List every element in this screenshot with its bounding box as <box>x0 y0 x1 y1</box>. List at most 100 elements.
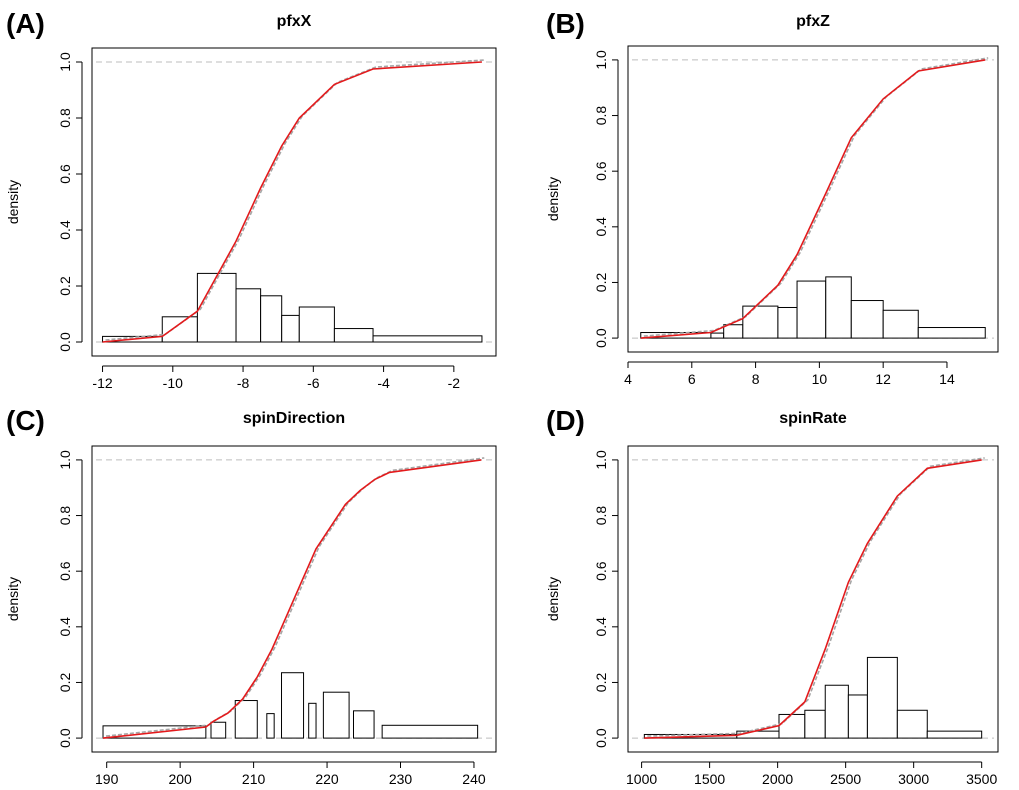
x-tick-label: 1000 <box>626 771 657 787</box>
histogram-bar <box>825 276 852 339</box>
histogram-bar <box>882 309 919 339</box>
x-tick-label: -8 <box>237 375 250 391</box>
y-tick-label: 0.2 <box>57 673 73 693</box>
y-tick-label: 0.0 <box>593 328 609 348</box>
y-tick-label: 0.4 <box>57 220 73 240</box>
panel-b: (B) pfxZ density 4 6 8 10 12 14 0.0 0.2 0.4 0.6 0.… <box>545 8 999 387</box>
histogram-bar <box>850 300 884 339</box>
x-tick-label: -4 <box>377 375 390 391</box>
histogram-bar <box>322 691 350 739</box>
y-axis-label: density <box>545 577 561 621</box>
x-tick-label: -12 <box>92 375 112 391</box>
simulated-cdf-line <box>105 59 485 341</box>
panel-a: (A) pfxX density -12 -10 -8 -6 -4 -2 0.0 0.2 0.4… <box>5 8 497 391</box>
histogram-bar <box>742 305 779 339</box>
x-tick-label: 2000 <box>762 771 793 787</box>
panel-letter: (C) <box>6 405 45 436</box>
plot-frame <box>91 445 497 753</box>
y-tick-label: 0.4 <box>593 617 609 637</box>
panel-letter: (B) <box>546 8 585 39</box>
chart-title: spinRate <box>779 410 847 427</box>
histogram-bar <box>196 272 237 343</box>
histogram-bar <box>381 724 479 739</box>
histogram-bar <box>210 721 227 739</box>
histogram-bar <box>896 709 928 739</box>
y-tick-label: 1.0 <box>593 50 609 70</box>
chart-title: spinDirection <box>243 410 345 427</box>
y-tick-label: 0.8 <box>57 108 73 128</box>
panel-letter: (D) <box>546 405 585 436</box>
histogram-bar <box>847 694 868 739</box>
y-tick-label: 1.0 <box>593 450 609 470</box>
simulated-cdf-line <box>647 457 985 737</box>
panel-letter: (A) <box>6 8 45 39</box>
y-tick-label: 0.4 <box>57 617 73 637</box>
x-tick-label: 1500 <box>694 771 725 787</box>
histogram-bar <box>266 713 275 739</box>
y-tick-label: 0.0 <box>57 728 73 748</box>
x-tick-label: 8 <box>752 371 760 387</box>
x-tick-label: 12 <box>875 371 891 387</box>
x-tick-label: 3500 <box>966 771 997 787</box>
histogram-bar <box>161 316 198 343</box>
y-tick-label: 0.8 <box>593 106 609 126</box>
x-tick-label: 10 <box>812 371 828 387</box>
x-tick-label: 4 <box>624 371 632 387</box>
y-axis-label: density <box>545 177 561 221</box>
plot-frame <box>91 47 497 357</box>
histogram-bar <box>308 702 317 739</box>
histogram-bar <box>352 710 375 739</box>
panel-d: (D) spinRate density 1000 1500 2000 2500 300… <box>545 405 999 787</box>
x-tick-label: 210 <box>242 771 266 787</box>
y-tick-label: 0.2 <box>57 276 73 296</box>
y-tick-label: 0.6 <box>57 561 73 581</box>
histogram-bar <box>372 335 483 343</box>
x-tick-label: 14 <box>939 371 955 387</box>
histogram-bar <box>710 332 725 339</box>
histogram-bar <box>298 306 335 343</box>
histogram-bar <box>281 314 300 343</box>
histogram-bar <box>917 327 986 339</box>
x-tick-label: 230 <box>389 771 413 787</box>
histogram-bar <box>235 288 262 343</box>
histogram-bar <box>804 709 826 739</box>
histogram-bar <box>866 656 898 739</box>
histogram-bar <box>281 672 305 739</box>
y-tick-label: 1.0 <box>57 52 73 72</box>
cdf-line <box>102 459 482 739</box>
panel-c: (C) spinDirection density 190 200 210 220 23… <box>5 405 497 787</box>
histogram-bar <box>333 328 374 343</box>
x-tick-label: -2 <box>448 375 461 391</box>
chart-title: pfxZ <box>796 13 830 30</box>
y-axis-label: density <box>5 180 21 224</box>
y-tick-label: 0.0 <box>593 728 609 748</box>
x-tick-label: 2500 <box>830 771 861 787</box>
y-tick-label: 0.8 <box>57 506 73 526</box>
histogram-bar <box>778 713 806 739</box>
x-tick-label: 220 <box>315 771 339 787</box>
x-tick-label: 200 <box>168 771 192 787</box>
x-tick-label: -10 <box>163 375 183 391</box>
histogram-bar <box>824 684 849 739</box>
histogram-bar <box>723 324 744 339</box>
histogram-bar <box>260 295 283 343</box>
cdf-line <box>640 59 986 339</box>
cdf-line <box>644 459 982 739</box>
histogram-bar <box>796 280 827 339</box>
y-axis-label: density <box>5 577 21 621</box>
x-tick-label: 240 <box>462 771 486 787</box>
y-tick-label: 0.6 <box>593 161 609 181</box>
plot-frame <box>627 45 999 353</box>
y-tick-label: 0.0 <box>57 332 73 352</box>
histogram-bar <box>926 730 983 739</box>
plot-frame <box>627 445 999 753</box>
y-tick-label: 0.2 <box>593 673 609 693</box>
y-tick-label: 0.4 <box>593 217 609 237</box>
y-tick-label: 0.8 <box>593 506 609 526</box>
x-tick-label: -6 <box>307 375 320 391</box>
y-tick-label: 0.2 <box>593 273 609 293</box>
y-tick-label: 0.6 <box>57 164 73 184</box>
x-tick-label: 3000 <box>898 771 929 787</box>
chart-title: pfxX <box>277 13 312 30</box>
